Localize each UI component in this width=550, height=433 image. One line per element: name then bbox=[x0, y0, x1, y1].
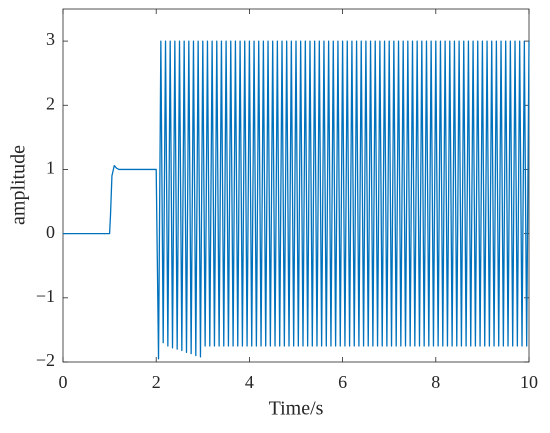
y-tick-label: −2 bbox=[36, 350, 55, 370]
y-tick-label: 0 bbox=[46, 222, 55, 242]
x-tick-label: 0 bbox=[59, 372, 68, 392]
y-tick-label: 3 bbox=[46, 29, 55, 49]
x-tick-label: 8 bbox=[431, 372, 440, 392]
x-axis-label: Time/s bbox=[269, 398, 324, 420]
x-tick-label: 2 bbox=[152, 372, 161, 392]
y-axis-label: amplitude bbox=[8, 145, 30, 225]
series-line bbox=[63, 40, 530, 360]
y-tick-label: 1 bbox=[46, 158, 55, 178]
y-tick-label: −1 bbox=[36, 286, 55, 306]
y-tick-label: 2 bbox=[46, 93, 55, 113]
x-tick-label: 6 bbox=[338, 372, 347, 392]
x-tick-label: 10 bbox=[520, 372, 538, 392]
x-tick-label: 4 bbox=[245, 372, 254, 392]
